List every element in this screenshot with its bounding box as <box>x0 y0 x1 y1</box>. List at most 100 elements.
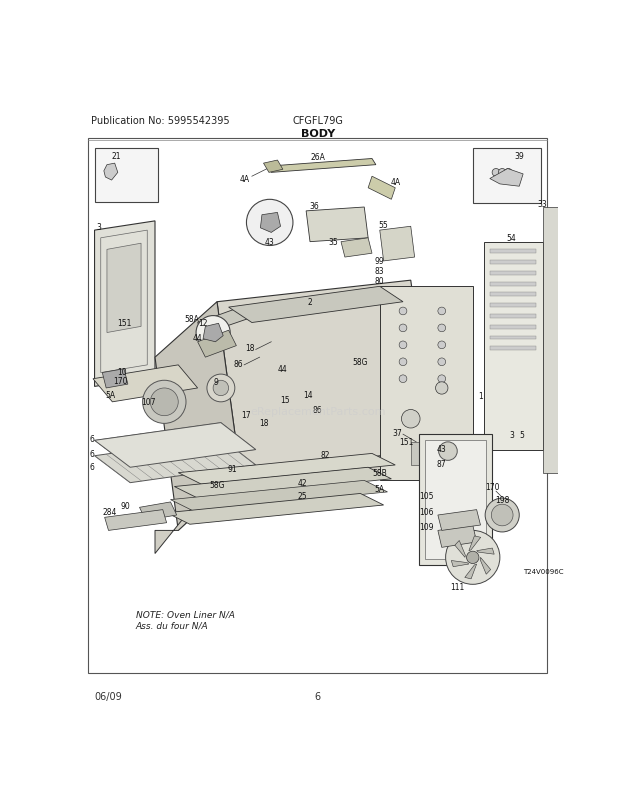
Text: 44: 44 <box>278 365 288 374</box>
Circle shape <box>399 308 407 315</box>
Text: CFGFL79G: CFGFL79G <box>292 115 343 125</box>
Polygon shape <box>379 227 415 261</box>
Text: 170: 170 <box>485 483 499 492</box>
Polygon shape <box>198 330 236 358</box>
Polygon shape <box>480 557 490 574</box>
Polygon shape <box>490 336 536 340</box>
Circle shape <box>143 381 186 423</box>
Text: 5A: 5A <box>105 390 115 399</box>
Text: 284: 284 <box>103 507 117 516</box>
Text: 44: 44 <box>193 334 203 343</box>
Text: 43: 43 <box>437 444 446 453</box>
Polygon shape <box>542 208 558 473</box>
Polygon shape <box>306 208 368 242</box>
Text: 21: 21 <box>112 152 121 160</box>
Text: 80: 80 <box>375 277 384 286</box>
Circle shape <box>505 169 512 177</box>
Text: 6: 6 <box>89 434 94 443</box>
Text: 4A: 4A <box>240 175 250 184</box>
Polygon shape <box>94 221 155 387</box>
Text: 6: 6 <box>315 691 321 701</box>
Text: 17: 17 <box>242 411 251 420</box>
Circle shape <box>492 169 500 177</box>
Text: 43: 43 <box>265 238 275 247</box>
Text: 12: 12 <box>198 318 208 327</box>
Text: 5A: 5A <box>374 484 385 493</box>
Text: 36: 36 <box>309 202 319 211</box>
Text: NOTE: Oven Liner N/A: NOTE: Oven Liner N/A <box>136 610 234 619</box>
Polygon shape <box>490 261 536 265</box>
Polygon shape <box>104 164 118 180</box>
Text: 105: 105 <box>419 492 433 500</box>
Polygon shape <box>490 293 536 297</box>
Bar <box>94 148 158 202</box>
Text: 111: 111 <box>450 582 464 591</box>
Circle shape <box>247 200 293 246</box>
Polygon shape <box>94 423 255 468</box>
Text: 151: 151 <box>400 438 414 447</box>
Circle shape <box>399 375 407 383</box>
Polygon shape <box>170 480 388 512</box>
Circle shape <box>438 308 446 315</box>
Text: 106: 106 <box>419 507 433 516</box>
Polygon shape <box>107 244 141 333</box>
Polygon shape <box>379 287 472 480</box>
Circle shape <box>439 443 458 461</box>
Text: 83: 83 <box>375 267 384 276</box>
Text: 25: 25 <box>298 492 307 500</box>
Polygon shape <box>490 314 536 318</box>
Circle shape <box>213 381 229 396</box>
Text: Ass. du four N/A: Ass. du four N/A <box>136 621 208 630</box>
Circle shape <box>399 342 407 349</box>
Polygon shape <box>490 326 536 330</box>
Polygon shape <box>264 161 283 173</box>
Polygon shape <box>490 169 523 187</box>
Text: eReplacementParts.com: eReplacementParts.com <box>250 407 386 416</box>
Text: 58A: 58A <box>185 314 200 324</box>
Polygon shape <box>179 454 396 484</box>
Polygon shape <box>198 308 248 334</box>
Text: 4A: 4A <box>390 178 401 187</box>
Circle shape <box>446 531 500 585</box>
Text: 1: 1 <box>478 391 483 401</box>
Circle shape <box>438 325 446 332</box>
Polygon shape <box>490 272 536 275</box>
Polygon shape <box>425 441 486 559</box>
Polygon shape <box>167 494 384 525</box>
Text: 6: 6 <box>89 463 94 472</box>
Text: 42: 42 <box>298 479 307 488</box>
Text: 33: 33 <box>538 200 547 209</box>
Circle shape <box>399 358 407 367</box>
Text: BODY: BODY <box>301 128 335 139</box>
Polygon shape <box>102 369 128 388</box>
Circle shape <box>196 316 230 350</box>
Text: 39: 39 <box>515 152 524 160</box>
Polygon shape <box>455 541 466 557</box>
Polygon shape <box>105 510 167 531</box>
Text: 2: 2 <box>308 298 312 307</box>
Polygon shape <box>229 287 403 323</box>
Text: 10: 10 <box>118 367 127 376</box>
Polygon shape <box>438 525 477 548</box>
Text: 9: 9 <box>213 378 218 387</box>
Polygon shape <box>490 347 536 350</box>
Polygon shape <box>418 435 492 565</box>
Text: 107: 107 <box>141 398 156 407</box>
Polygon shape <box>260 213 280 233</box>
Text: 86: 86 <box>313 406 322 415</box>
Polygon shape <box>490 304 536 308</box>
Polygon shape <box>174 468 391 499</box>
Circle shape <box>399 325 407 332</box>
Text: 6: 6 <box>89 449 94 458</box>
Polygon shape <box>469 537 481 551</box>
Text: 90: 90 <box>121 501 130 511</box>
Polygon shape <box>140 502 177 520</box>
Text: 99: 99 <box>375 257 384 266</box>
Polygon shape <box>451 561 469 567</box>
Polygon shape <box>368 177 396 200</box>
Polygon shape <box>203 324 223 342</box>
Text: 18: 18 <box>259 419 268 427</box>
Text: 18: 18 <box>245 344 254 353</box>
Text: 170: 170 <box>113 376 127 385</box>
Polygon shape <box>93 366 198 403</box>
